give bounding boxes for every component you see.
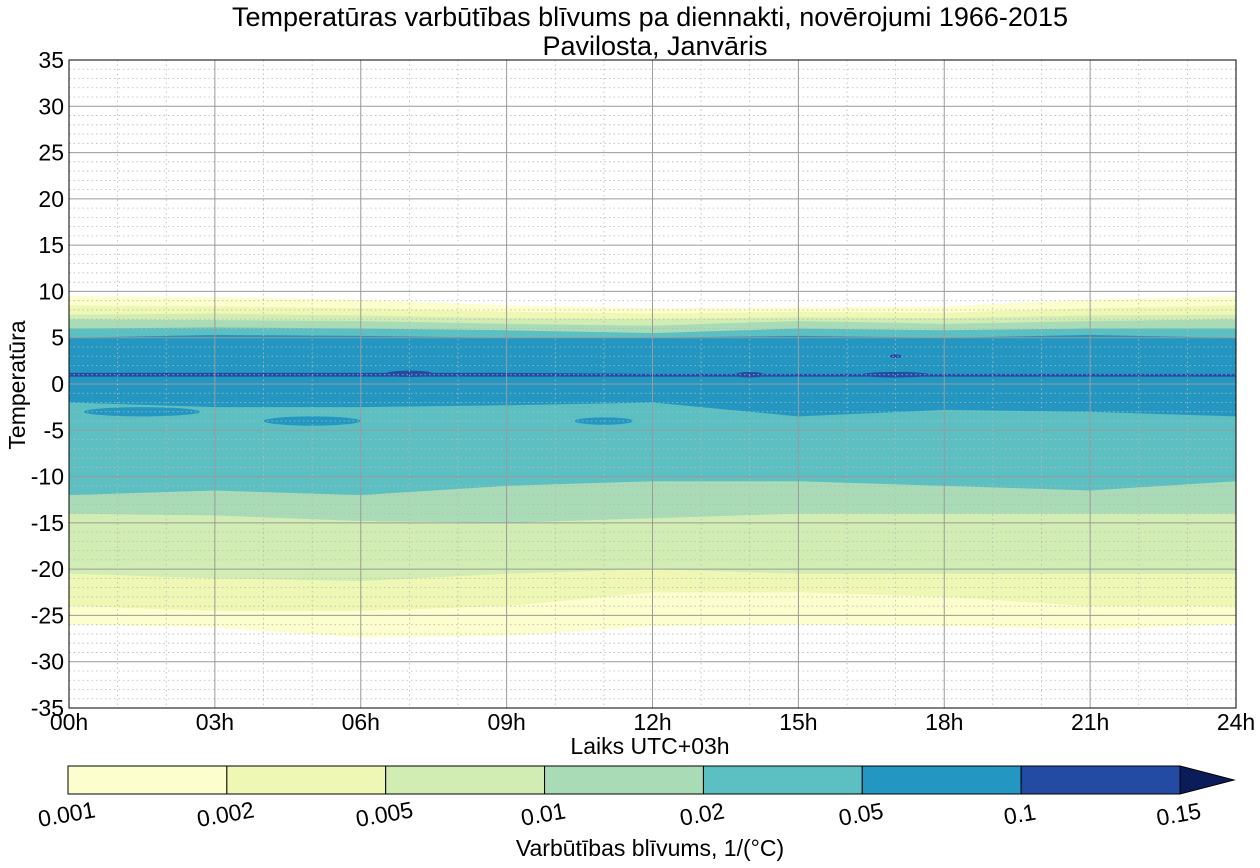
chart-title-line1: Temperatūras varbūtības blīvums pa dienn… [232,2,1068,32]
colorbar-segment-0 [67,765,228,795]
colorbar-segment-3 [544,765,704,795]
y-tick-label: -5 [44,417,64,443]
colorbar-tick-label: 0.05 [837,797,886,830]
y-axis-label: Temperatūra [4,320,30,449]
x-tick-label: 12h [633,709,671,735]
y-tick-label: -20 [31,556,64,582]
x-tick-label: 15h [779,709,817,735]
colorbar-segment-2 [385,765,546,795]
island-0 [385,370,434,378]
colorbar-tick-label: 0.001 [36,796,97,832]
y-axis-ticks: 35 30 25 20 15 10 5 0 -5 -10 -15 -20 -25 -30 -35 [31,47,64,721]
colorbar-segment-1 [226,765,387,795]
y-tick-label: 15 [38,232,64,258]
y-tick-label: 0 [51,371,64,397]
y-tick-label: 25 [38,140,64,166]
x-tick-label: 03h [196,709,234,735]
y-tick-label: -10 [31,464,64,490]
x-tick-label: 18h [925,709,963,735]
colorbar-tick-labels: 0.001 0.002 0.005 0.01 0.02 0.05 0.1 0.15 [36,796,1203,832]
x-tick-label: 09h [487,709,525,735]
colorbar-segment-6 [1020,765,1181,795]
colorbar-tick-label: 0.01 [519,797,568,830]
y-tick-label: 20 [38,186,64,212]
island-3 [889,354,902,359]
plot-frame [68,59,1237,709]
colorbar-tick-label: 0.1 [1002,799,1038,830]
y-tick-label: 30 [38,93,64,119]
x-tick-label: 21h [1071,709,1109,735]
colorbar-extend-arrow [1179,765,1236,795]
y-tick-label: -35 [31,695,64,721]
plot-area: 35 30 25 20 15 10 5 0 -5 -10 -15 -20 -25 -30 -35 00h 03… [31,47,1255,735]
y-tick-label: 35 [38,47,64,73]
colorbar-segment-4 [702,765,863,795]
x-axis-ticks: 00h 03h 06h 09h 12h 15h 18h 21h 24h [50,709,1255,735]
colorbar-segments [67,765,1181,795]
colorbar-tick-label: 0.002 [195,796,256,832]
y-tick-label: -15 [31,510,64,536]
y-tick-label: 5 [51,325,64,351]
island-2 [861,371,930,378]
y-tick-label: -30 [31,649,64,675]
colorbar-segment-5 [861,765,1022,795]
x-tick-label: 24h [1217,709,1255,735]
y-tick-label: -25 [31,602,64,628]
colorbar: 0.001 0.002 0.005 0.01 0.02 0.05 0.1 0.15 [36,765,1236,832]
colorbar-tick-label: 0.005 [354,796,415,832]
chart-title-line2: Pavilosta, Janvāris [542,31,767,61]
grid [69,60,1236,708]
x-axis-label: Laiks UTC+03h [570,733,729,759]
colorbar-tick-label: 0.02 [678,797,727,830]
x-tick-label: 00h [50,709,88,735]
colorbar-tick-label: 0.15 [1154,797,1203,830]
x-tick-label: 06h [342,709,380,735]
y-tick-label: 10 [38,278,64,304]
colorbar-label: Varbūtības blīvums, 1/(°C) [516,835,784,861]
island-mid-3 [1216,404,1236,410]
